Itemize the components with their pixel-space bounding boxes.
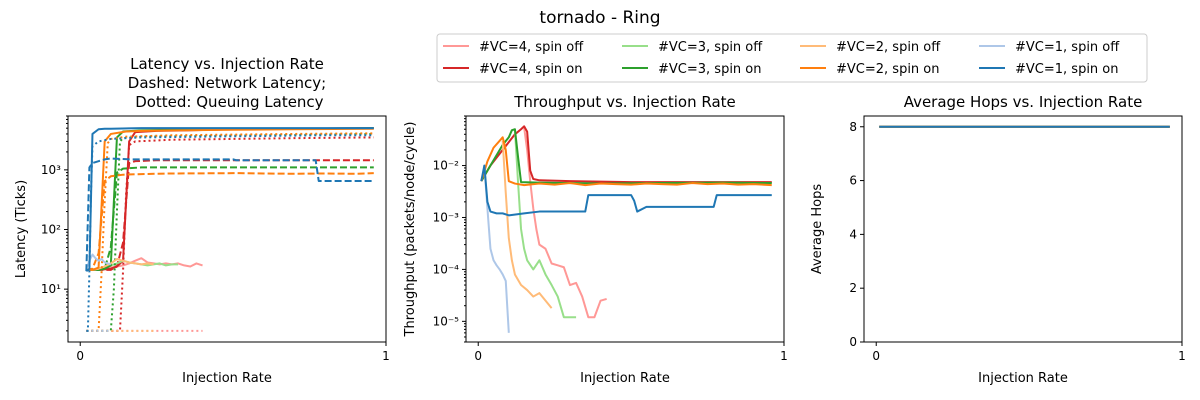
series-line — [480, 164, 772, 217]
y-tick-label: 2 — [849, 281, 857, 295]
axes-frame — [67, 115, 387, 343]
plot-1: 0 1 10¹ 10² 10³ Injection Rate Latency (Ticks)… — [14, 55, 390, 386]
series-line — [85, 127, 374, 272]
y-tick-label: 6 — [849, 174, 857, 188]
series-line — [86, 172, 374, 271]
y-tick-label: 10² — [41, 223, 61, 237]
series-line — [86, 136, 374, 332]
y-tick-label: 10⁻² — [433, 159, 460, 173]
legend-label: #VC=1, spin off — [1015, 40, 1120, 55]
y-tick-label: 10⁻³ — [433, 210, 460, 224]
y-tick-label: 10³ — [41, 163, 61, 177]
series-line — [513, 129, 577, 319]
y-axis-label: Latency (Ticks) — [14, 180, 29, 278]
legend-label: #VC=3, spin on — [658, 62, 762, 77]
x-tick-label: 1 — [780, 349, 788, 363]
x-tick-label: 1 — [1178, 349, 1186, 363]
plot-title: Latency vs. Injection Rate Dashed: Networ… — [128, 55, 326, 111]
y-tick-label: 8 — [849, 120, 857, 134]
legend-frame — [436, 33, 1148, 83]
series-line — [480, 136, 772, 187]
y-tick-label: 4 — [849, 227, 857, 241]
x-tick-label: 1 — [382, 349, 390, 363]
x-tick-label: 0 — [872, 349, 880, 363]
y-tick-label: 10¹ — [41, 282, 61, 296]
legend-label: #VC=3, spin off — [658, 40, 763, 55]
x-axis-label: Injection Rate — [978, 371, 1068, 386]
x-tick-label: 0 — [76, 349, 84, 363]
plot-title: Throughput vs. Injection Rate — [513, 93, 736, 111]
plot-3: 0 1 0 2 4 6 8 Injection Rate Average Hops Average… — [810, 93, 1186, 386]
legend-label: #VC=1, spin on — [1015, 62, 1119, 77]
series-line — [86, 127, 374, 271]
series-line — [483, 165, 510, 333]
legend-label: #VC=4, spin on — [479, 62, 583, 77]
y-axis-label: Average Hops — [810, 184, 825, 274]
y-axis-label: Throughput (packets/node/cycle) — [403, 122, 418, 338]
series-line — [501, 140, 553, 309]
x-axis-label: Injection Rate — [580, 371, 670, 386]
axes-frame — [863, 115, 1183, 343]
plot-title: Average Hops vs. Injection Rate — [904, 93, 1143, 111]
y-tick-label: 10⁻⁵ — [433, 314, 460, 328]
legend-label: #VC=2, spin off — [836, 40, 941, 55]
series-line — [86, 166, 374, 271]
series-line — [523, 126, 607, 319]
x-axis-label: Injection Rate — [182, 371, 272, 386]
plot-2: 0 1 10⁻⁵ 10⁻⁴ 10⁻³ 10⁻² Injection Rate Throughp… — [403, 93, 788, 386]
x-tick-label: 0 — [474, 349, 482, 363]
legend-label: #VC=4, spin off — [479, 40, 584, 55]
y-tick-label: 10⁻⁴ — [433, 262, 460, 276]
figure-title: tornado - Ring — [539, 8, 660, 28]
legend: #VC=4, spin off #VC=4, spin on #VC=3, spin… — [436, 33, 1148, 83]
legend-label: #VC=2, spin on — [836, 62, 940, 77]
y-tick-label: 0 — [849, 335, 857, 349]
series-line — [86, 134, 374, 332]
series-line — [85, 157, 374, 272]
